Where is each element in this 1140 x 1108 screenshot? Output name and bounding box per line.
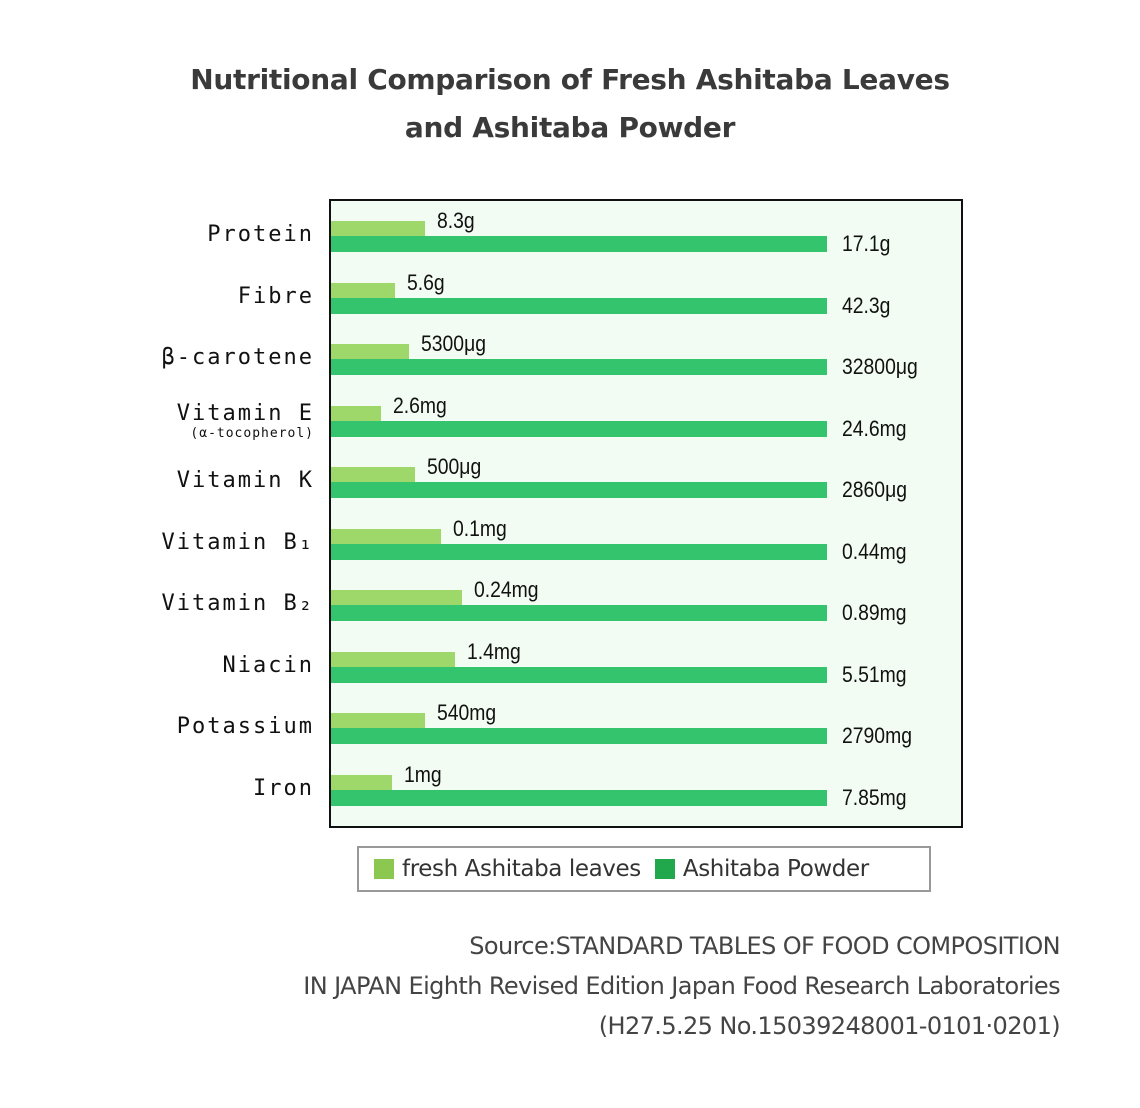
category-label-text: Niacin [222, 653, 314, 678]
category-label-text: Iron [253, 776, 314, 801]
source-line-1: Source:STANDARD TABLES OF FOOD COMPOSITI… [469, 932, 1060, 960]
category-label-text: Vitamin B₂ [161, 591, 314, 616]
bar-fresh [331, 406, 381, 421]
category-label: Vitamin K [177, 469, 314, 493]
bar-powder [331, 728, 827, 744]
value-label-powder: 32800μg [842, 354, 918, 379]
category-label-text: Vitamin K [176, 468, 314, 493]
legend-swatch-powder-icon [654, 859, 675, 879]
chart-title-line-1: Nutritional Comparison of Fresh Ashitaba… [190, 63, 950, 96]
source-line-3: (H27.5.25 No.15039248001-0101·0201) [598, 1012, 1061, 1040]
bar-powder [331, 667, 827, 683]
chart-title-line-2: and Ashitaba Powder [404, 111, 736, 144]
bar-powder [331, 236, 827, 252]
legend-item-fresh: fresh Ashitaba leaves [374, 856, 641, 882]
value-label-powder: 24.6mg [842, 416, 907, 441]
bar-powder [331, 482, 827, 498]
legend-label-fresh: fresh Ashitaba leaves [402, 856, 641, 882]
category-label-text: Vitamin E [176, 401, 314, 426]
category-label: Vitamin B₂ [162, 592, 314, 616]
value-label-powder: 17.1g [842, 231, 891, 256]
category-label: Niacin [223, 654, 314, 678]
category-label-text: Protein [207, 222, 314, 247]
bar-powder [331, 790, 827, 806]
value-label-fresh: 1mg [404, 762, 442, 787]
legend-label-powder: Ashitaba Powder [682, 856, 869, 882]
category-label-text: Fibre [237, 284, 314, 309]
bar-fresh [331, 590, 462, 605]
value-label-powder: 7.85mg [842, 785, 907, 810]
bar-powder [331, 544, 827, 560]
category-label: β-carotene [162, 346, 314, 370]
category-label-text: Vitamin B₁ [161, 530, 314, 555]
category-label-text: β-carotene [161, 345, 314, 370]
value-label-powder: 2790mg [842, 723, 912, 748]
value-label-fresh: 0.1mg [453, 516, 507, 541]
value-label-powder: 5.51mg [842, 662, 907, 687]
bar-fresh [331, 467, 415, 482]
bar-fresh [331, 775, 392, 790]
category-label: Iron [253, 777, 314, 801]
category-label: Potassium [177, 715, 314, 739]
value-label-powder: 0.44mg [842, 539, 907, 564]
source-line-2: IN JAPAN Eighth Revised Edition Japan Fo… [303, 972, 1060, 1000]
legend-item-powder: Ashitaba Powder [654, 856, 869, 882]
category-sublabel: (α-tocopherol) [190, 426, 314, 441]
value-label-fresh: 2.6mg [393, 393, 447, 418]
bar-fresh [331, 344, 409, 359]
category-label: Vitamin E (α-tocopherol) [177, 402, 314, 442]
value-label-fresh: 500μg [427, 454, 482, 479]
legend: fresh Ashitaba leaves Ashitaba Powder [357, 846, 931, 892]
bar-powder [331, 421, 827, 437]
category-label: Vitamin B₁ [162, 531, 314, 555]
category-label: Fibre [238, 285, 314, 309]
source-note: Source:STANDARD TABLES OF FOOD COMPOSITI… [303, 926, 1060, 1046]
value-label-powder: 0.89mg [842, 600, 907, 625]
bar-fresh [331, 652, 455, 667]
value-label-fresh: 5.6g [407, 270, 445, 295]
bar-fresh [331, 529, 441, 544]
bar-fresh [331, 283, 395, 298]
bar-fresh [331, 713, 425, 728]
chart-title: Nutritional Comparison of Fresh Ashitaba… [0, 56, 1140, 152]
category-label: Protein [207, 223, 314, 247]
value-label-fresh: 540mg [437, 700, 497, 725]
category-label-text: Potassium [176, 714, 314, 739]
value-label-fresh: 5300μg [421, 331, 486, 356]
value-label-powder: 2860μg [842, 477, 907, 502]
value-label-fresh: 8.3g [437, 208, 475, 233]
bar-powder [331, 298, 827, 314]
value-label-fresh: 0.24mg [474, 577, 539, 602]
bar-fresh [331, 221, 425, 236]
bar-powder [331, 605, 827, 621]
bar-powder [331, 359, 827, 375]
value-label-fresh: 1.4mg [467, 639, 521, 664]
value-label-powder: 42.3g [842, 293, 891, 318]
legend-swatch-fresh-icon [374, 859, 394, 879]
